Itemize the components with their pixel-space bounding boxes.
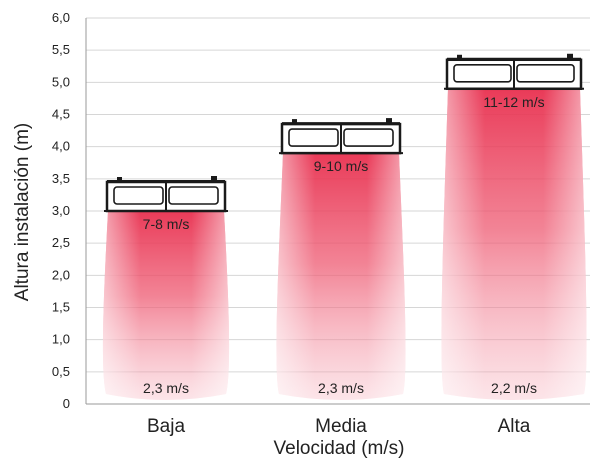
y-axis-label: Altura instalación (m) — [12, 123, 33, 301]
plume-edge-fade — [441, 88, 587, 401]
top-velocity-label: 7-8 m/s — [143, 216, 190, 232]
air-curtain-unit-icon — [104, 176, 228, 213]
air-curtain-units — [104, 53, 584, 213]
y-tick-label: 4,5 — [52, 107, 70, 122]
y-tick-label: 2,5 — [52, 235, 70, 250]
y-tick-label: 1,0 — [52, 332, 70, 347]
y-tick-label: 0,5 — [52, 364, 70, 379]
air-curtain-unit-icon — [279, 118, 403, 155]
bottom-velocity-label: 2,3 m/s — [318, 380, 364, 396]
y-tick-label: 1,5 — [52, 300, 70, 315]
plume-edge-fade — [102, 211, 230, 400]
y-tick-label: 0 — [63, 396, 70, 411]
plumes — [102, 88, 587, 401]
bar-alta — [441, 88, 587, 401]
bottom-velocity-label: 2,3 m/s — [143, 380, 189, 396]
x-category-label: Baja — [147, 416, 185, 437]
y-tick-label: 6,0 — [52, 10, 70, 25]
y-tick-label: 5,5 — [52, 42, 70, 57]
plume-edge-fade — [276, 153, 406, 400]
data-labels: 7-8 m/s 2,3 m/s 9-10 m/s 2,3 m/s 11-12 m/s 2,… — [143, 94, 545, 396]
bar-media — [276, 153, 406, 400]
y-tick-label: 3,0 — [52, 203, 70, 218]
air-curtain-unit-icon — [444, 53, 584, 91]
x-axis-label: Velocidad (m/s) — [274, 438, 405, 459]
x-category-label: Media — [315, 416, 367, 437]
y-tick-label: 3,5 — [52, 171, 70, 186]
y-tick-label: 2,0 — [52, 267, 70, 282]
x-category-label: Alta — [498, 416, 531, 437]
bar-baja — [102, 211, 230, 400]
bottom-velocity-label: 2,2 m/s — [491, 380, 537, 396]
y-tick-label: 4,0 — [52, 139, 70, 154]
top-velocity-label: 9-10 m/s — [314, 158, 368, 174]
axes: 0 0,5 1,0 1,5 2,0 2,5 3,0 3,5 4,0 4,5 5,0 5,5 6,0 Baj… — [52, 10, 590, 437]
top-velocity-label: 11-12 m/s — [483, 94, 544, 110]
y-tick-label: 5,0 — [52, 74, 70, 89]
